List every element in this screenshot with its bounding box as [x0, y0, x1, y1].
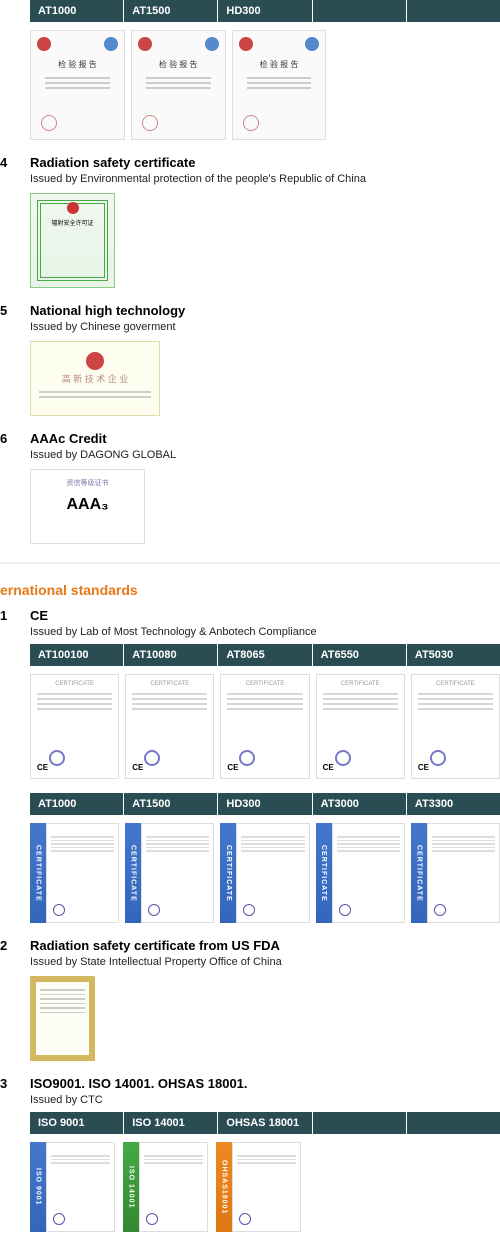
header-cell — [407, 1112, 500, 1134]
cert-thumbnail: 检 验 报 告 — [232, 30, 327, 140]
header-cell: AT1500 — [124, 0, 218, 22]
ce-mark: CE — [132, 763, 143, 772]
cert-with-sidebar: CERTIFICATE — [30, 823, 119, 923]
ce-mark: CE — [418, 763, 429, 772]
section-number: 4 — [0, 155, 30, 170]
model-header-row: AT100100 AT10080 AT8065 AT6550 AT5030 — [30, 644, 500, 666]
cert-label-big: AAA₃ — [39, 496, 136, 514]
cert-with-sidebar: CERTIFICATE — [125, 823, 214, 923]
ce-cert-thumbnail: CERTIFICATECE — [411, 674, 500, 779]
cert-side-label: OHSAS18001 — [216, 1142, 232, 1232]
header-cell: AT3000 — [313, 793, 407, 815]
section-subtitle: Issued by Environmental protection of th… — [30, 173, 500, 185]
cert-with-sidebar: CERTIFICATE — [220, 823, 309, 923]
cert-thumbnail-aaa: 资信等级证书 AAA₃ — [30, 469, 145, 544]
header-cell: HD300 — [218, 793, 312, 815]
cert-title-text: 检 验 报 告 — [58, 59, 97, 70]
section-subtitle: Issued by DAGONG GLOBAL — [30, 449, 500, 461]
header-cell: AT1500 — [124, 793, 218, 815]
cert-side-label: CERTIFICATE — [125, 823, 141, 923]
cert-thumbnail-wide: 高 新 技 术 企 业 — [30, 341, 160, 416]
section-number: 3 — [0, 1076, 30, 1091]
header-cell: AT8065 — [218, 644, 312, 666]
header-cell — [407, 0, 500, 22]
section-title: Radiation safety certificate from US FDA — [30, 938, 500, 953]
ce-cert-thumbnail: CERTIFICATECE — [220, 674, 309, 779]
iso-cert-row: ISO 9001 ISO 14001 OHSAS18001 — [30, 1142, 500, 1232]
ce-mark: CE — [323, 763, 334, 772]
header-cell: AT1000 — [30, 0, 124, 22]
ce-cert-thumbnail: CERTIFICATECE — [30, 674, 119, 779]
cert-side-label: CERTIFICATE — [316, 823, 332, 923]
header-cell: AT3300 — [407, 793, 500, 815]
ce-mark: CE — [37, 763, 48, 772]
iso-cert-thumbnail: ISO 9001 — [30, 1142, 115, 1232]
ce-cert-side-row: CERTIFICATE CERTIFICATE CERTIFICATE CERT… — [30, 823, 500, 923]
cert-side-label: CERTIFICATE — [411, 823, 427, 923]
cert-thumbnails-row: 检 验 报 告 检 验 报 告 检 验 报 告 — [30, 30, 500, 140]
section-title: Radiation safety certificate — [30, 155, 500, 170]
ce-cert-thumbnail: CERTIFICATECE — [125, 674, 214, 779]
section-subtitle: Issued by Lab of Most Technology & Anbot… — [30, 626, 500, 638]
section-number: 1 — [0, 608, 30, 623]
section-title: National high technology — [30, 303, 500, 318]
cert-with-sidebar: CERTIFICATE — [316, 823, 405, 923]
section-number: 6 — [0, 431, 30, 446]
section-number: 5 — [0, 303, 30, 318]
section-number: 2 — [0, 938, 30, 953]
section-subtitle: Issued by State Intellectual Property Of… — [30, 956, 500, 968]
header-cell: HD300 — [218, 0, 312, 22]
cert-label: 辐射安全许可证 — [41, 218, 104, 227]
section-subtitle: Issued by Chinese goverment — [30, 321, 500, 333]
ce-mark: CE — [227, 763, 238, 772]
section-title: CE — [30, 608, 500, 623]
header-cell — [313, 0, 407, 22]
ce-cert-thumbnail: CERTIFICATECE — [316, 674, 405, 779]
header-cell: AT100100 — [30, 644, 124, 666]
section-title: AAAc Credit — [30, 431, 500, 446]
header-cell: AT10080 — [124, 644, 218, 666]
header-cell: ISO 14001 — [124, 1112, 218, 1134]
cert-label-small: 资信等级证书 — [39, 478, 136, 488]
cert-thumbnail: 检 验 报 告 — [131, 30, 226, 140]
cert-title-text: 检 验 报 告 — [260, 59, 299, 70]
section-title: ISO9001. ISO 14001. OHSAS 18001. — [30, 1076, 500, 1091]
fda-cert-thumbnail — [30, 976, 95, 1061]
header-cell: AT1000 — [30, 793, 124, 815]
header-cell — [313, 1112, 407, 1134]
model-header-row: AT1000 AT1500 HD300 AT3000 AT3300 — [30, 793, 500, 815]
header-cell: ISO 9001 — [30, 1112, 124, 1134]
iso-cert-thumbnail: ISO 14001 — [123, 1142, 208, 1232]
cert-with-sidebar: CERTIFICATE — [411, 823, 500, 923]
header-cell: AT5030 — [407, 644, 500, 666]
header-cell: AT6550 — [313, 644, 407, 666]
cert-side-label: ISO 14001 — [123, 1142, 139, 1232]
cert-side-label: CERTIFICATE — [30, 823, 46, 923]
cert-thumbnail: 检 验 报 告 — [30, 30, 125, 140]
section-subtitle: Issued by CTC — [30, 1094, 500, 1106]
cert-title-text: 检 验 报 告 — [159, 59, 198, 70]
ce-cert-row: CERTIFICATECE CERTIFICATECE CERTIFICATEC… — [30, 674, 500, 779]
cert-side-label: ISO 9001 — [30, 1142, 46, 1232]
cert-thumbnail-green: 辐射安全许可证 — [30, 193, 115, 288]
cert-label: 高 新 技 术 企 业 — [39, 372, 151, 385]
iso-header-row: ISO 9001 ISO 14001 OHSAS 18001 — [30, 1112, 500, 1134]
cert-side-label: CERTIFICATE — [220, 823, 236, 923]
intl-standards-header: ernational standards — [0, 582, 500, 598]
iso-cert-thumbnail: OHSAS18001 — [216, 1142, 301, 1232]
header-cell: OHSAS 18001 — [218, 1112, 312, 1134]
model-header-row: AT1000 AT1500 HD300 — [30, 0, 500, 22]
